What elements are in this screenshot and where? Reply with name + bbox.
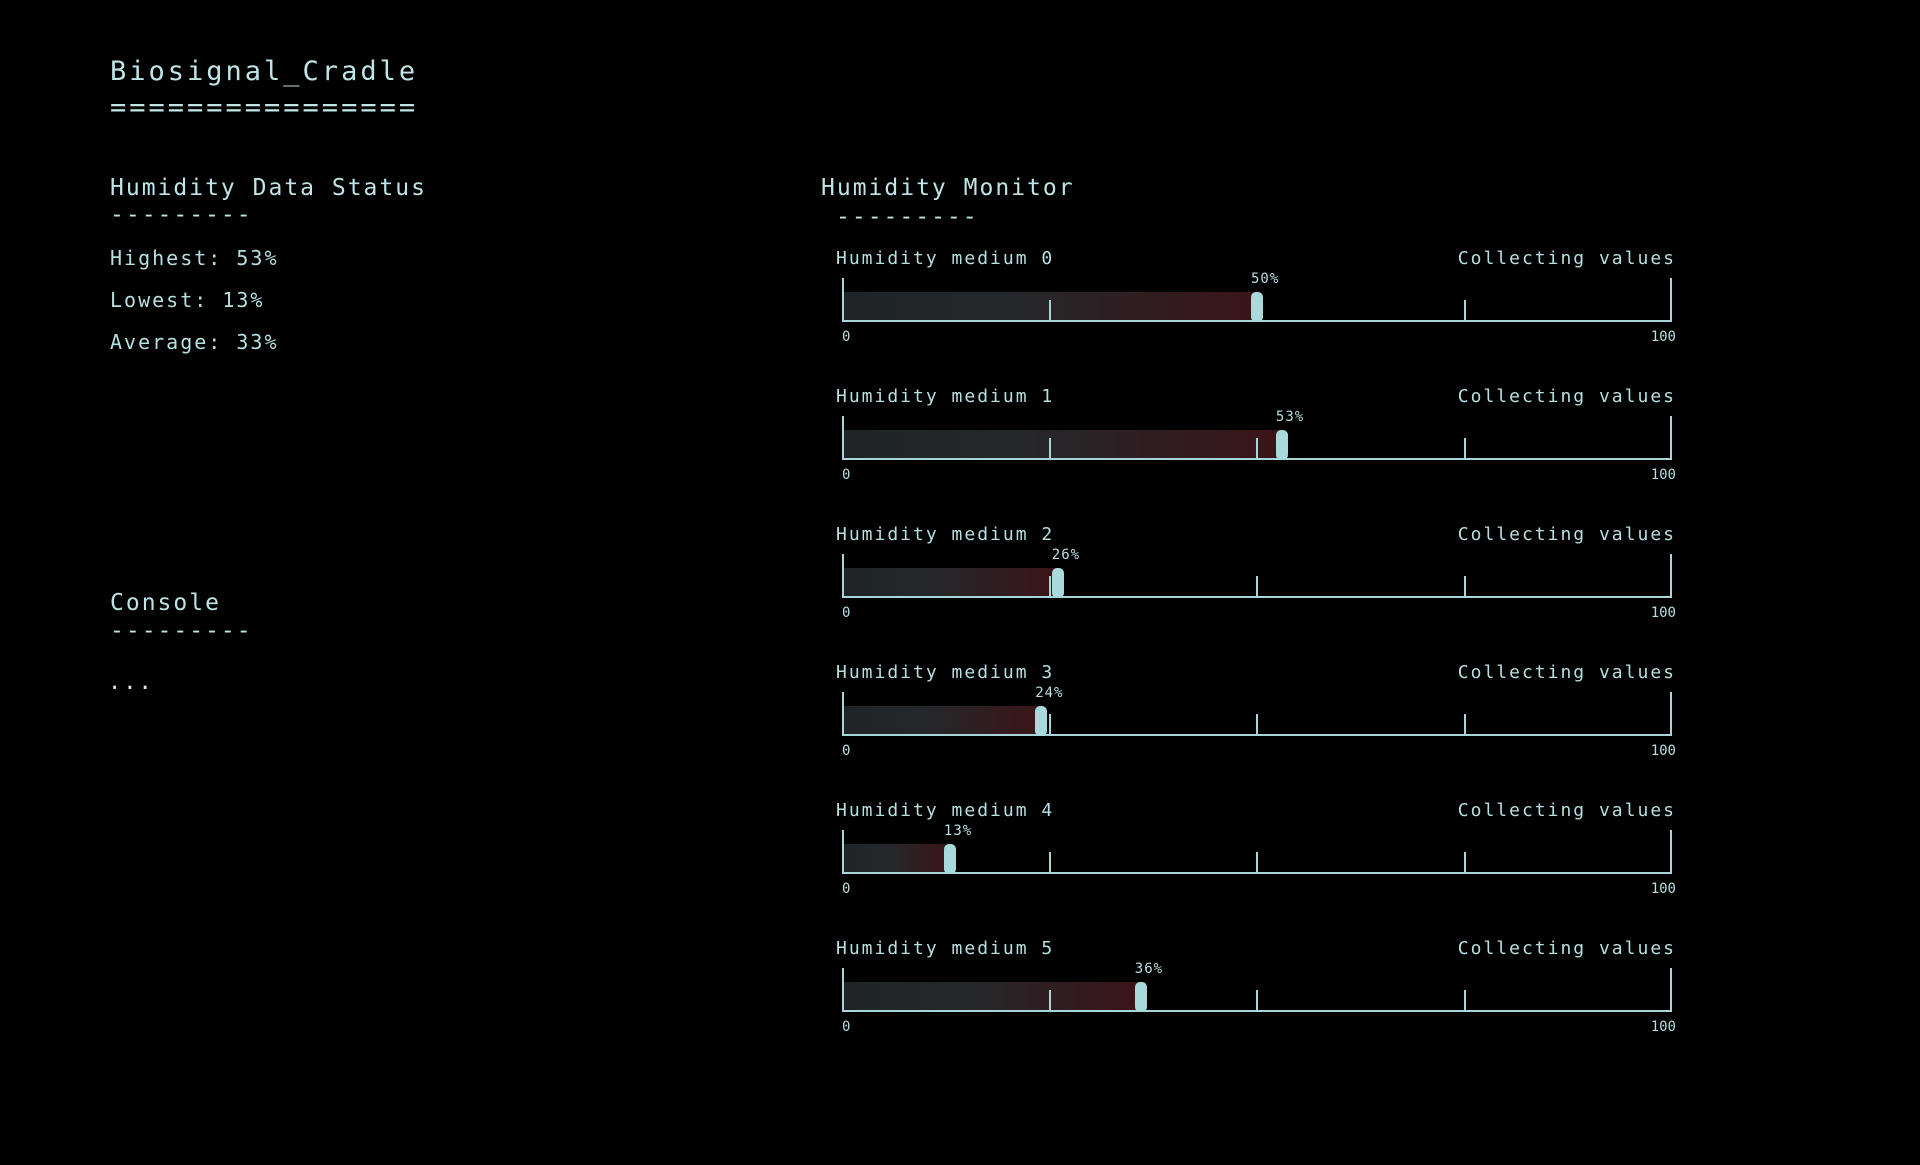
gauge-value-label: 53% — [1275, 409, 1305, 425]
gauge-edge-left — [842, 278, 844, 322]
monitor-section-title: Humidity Monitor — [821, 175, 1075, 201]
humidity-gauge[interactable]: 50% — [842, 272, 1672, 322]
status-section-title: Humidity Data Status — [110, 175, 427, 201]
monitor-item-label: Humidity medium 4 — [836, 800, 1055, 821]
gauge-fill — [842, 706, 1042, 735]
console-output: ... — [108, 670, 154, 695]
humidity-gauge[interactable]: 13% — [842, 824, 1672, 874]
monitor-item-status: Collecting values — [1457, 938, 1676, 959]
gauge-tick — [1463, 576, 1466, 598]
gauge-tick — [1463, 438, 1466, 460]
gauge-edge-right — [1670, 554, 1672, 598]
gauge-min-label: 0 — [842, 605, 851, 621]
gauge-min-label: 0 — [842, 467, 851, 483]
monitor-item-status: Collecting values — [1457, 800, 1676, 821]
gauge-fill — [842, 430, 1282, 459]
gauge-min-label: 0 — [842, 1019, 851, 1035]
gauge-value-label: 13% — [943, 823, 973, 839]
monitor-item: Humidity medium 0 Collecting values 50% 0 10… — [836, 250, 1676, 358]
humidity-gauge[interactable]: 24% — [842, 686, 1672, 736]
gauge-tick — [1463, 990, 1466, 1012]
gauge-max-label: 100 — [1650, 467, 1676, 483]
stat-lowest: Lowest: 13% — [110, 288, 265, 312]
gauge-edge-right — [1670, 692, 1672, 736]
monitor-item-label: Humidity medium 2 — [836, 524, 1055, 545]
monitor-item-label: Humidity medium 5 — [836, 938, 1055, 959]
humidity-gauge[interactable]: 53% — [842, 410, 1672, 460]
gauge-baseline — [842, 1010, 1672, 1012]
gauge-tick — [1256, 990, 1258, 1012]
monitor-item-status: Collecting values — [1457, 524, 1676, 545]
gauge-edge-left — [842, 416, 844, 460]
gauge-tick — [1048, 438, 1051, 460]
gauge-tick — [1048, 852, 1051, 874]
gauge-edge-left — [842, 830, 844, 874]
gauge-min-label: 0 — [842, 743, 851, 759]
gauge-handle[interactable] — [1051, 568, 1064, 598]
gauge-tick — [1256, 852, 1258, 874]
gauge-edge-left — [842, 968, 844, 1012]
gauge-baseline — [842, 596, 1672, 598]
gauge-handle[interactable] — [943, 844, 956, 874]
monitor-item: Humidity medium 5 Collecting values 36% 0 10… — [836, 940, 1676, 1048]
gauge-tick — [1463, 300, 1466, 322]
gauge-handle[interactable] — [1275, 430, 1288, 460]
gauge-min-label: 0 — [842, 881, 851, 897]
gauge-edge-right — [1670, 830, 1672, 874]
gauge-handle[interactable] — [1035, 706, 1048, 736]
gauge-value-label: 36% — [1134, 961, 1164, 977]
humidity-gauge[interactable]: 36% — [842, 962, 1672, 1012]
gauge-value-label: 50% — [1251, 271, 1280, 287]
status-section-rule: --------- — [110, 202, 253, 228]
app-title: Biosignal_Cradle — [110, 56, 419, 87]
monitor-item-status: Collecting values — [1457, 662, 1676, 683]
gauge-tick — [1048, 300, 1051, 322]
gauge-min-label: 0 — [842, 329, 851, 345]
monitor-item-status: Collecting values — [1457, 386, 1676, 407]
gauge-baseline — [842, 872, 1672, 874]
gauge-tick — [1256, 576, 1258, 598]
monitor-item: Humidity medium 1 Collecting values 53% 0 10… — [836, 388, 1676, 496]
gauge-edge-right — [1670, 416, 1672, 460]
gauge-handle[interactable] — [1134, 982, 1147, 1012]
gauge-edge-left — [842, 554, 844, 598]
stat-highest: Highest: 53% — [110, 246, 279, 270]
gauge-handle[interactable] — [1251, 292, 1263, 322]
stat-average: Average: 33% — [110, 330, 279, 354]
gauge-tick — [1463, 852, 1466, 874]
gauge-baseline — [842, 734, 1672, 736]
monitor-item-label: Humidity medium 1 — [836, 386, 1055, 407]
gauge-tick — [1463, 714, 1466, 736]
monitor-section-rule: --------- — [836, 204, 979, 230]
monitor-item-status: Collecting values — [1457, 248, 1676, 269]
gauge-fill — [842, 568, 1058, 597]
humidity-gauge[interactable]: 26% — [842, 548, 1672, 598]
monitor-item: Humidity medium 3 Collecting values 24% 0 10… — [836, 664, 1676, 772]
gauge-fill — [842, 982, 1141, 1011]
gauge-value-label: 24% — [1035, 685, 1064, 701]
monitor-item: Humidity medium 4 Collecting values 13% 0 10… — [836, 802, 1676, 910]
gauge-tick — [1256, 714, 1258, 736]
monitor-item-label: Humidity medium 3 — [836, 662, 1055, 683]
monitor-item: Humidity medium 2 Collecting values 26% 0 10… — [836, 526, 1676, 634]
console-section-title: Console — [110, 590, 221, 616]
gauge-baseline — [842, 458, 1672, 460]
gauge-max-label: 100 — [1650, 881, 1676, 897]
gauge-tick — [1256, 438, 1258, 460]
gauge-edge-right — [1670, 278, 1672, 322]
gauge-tick — [1048, 714, 1051, 736]
gauge-max-label: 100 — [1650, 329, 1676, 345]
app-title-underline: ================ — [110, 92, 419, 123]
gauge-edge-left — [842, 692, 844, 736]
gauge-max-label: 100 — [1650, 1019, 1676, 1035]
gauge-fill — [842, 844, 950, 873]
gauge-edge-right — [1670, 968, 1672, 1012]
console-section-rule: --------- — [110, 618, 253, 644]
gauge-tick — [1048, 576, 1051, 598]
gauge-tick — [1048, 990, 1051, 1012]
gauge-max-label: 100 — [1650, 743, 1676, 759]
monitor-item-label: Humidity medium 0 — [836, 248, 1055, 269]
gauge-max-label: 100 — [1650, 605, 1676, 621]
gauge-value-label: 26% — [1051, 547, 1081, 563]
